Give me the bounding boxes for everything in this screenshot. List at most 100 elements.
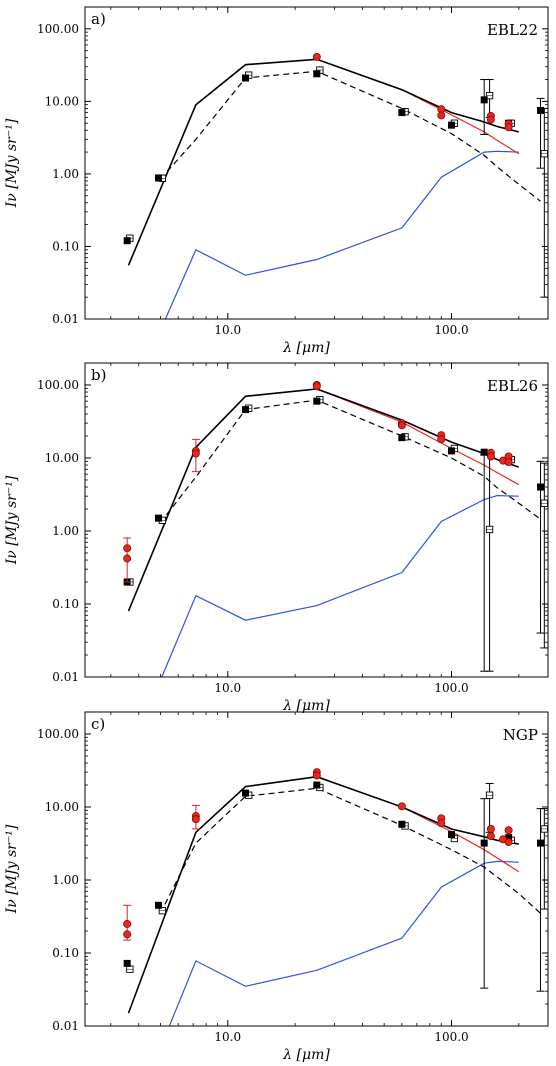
axes-frame: [84, 711, 549, 1027]
observed-point: [398, 109, 406, 117]
observed-point: [154, 901, 162, 909]
plot-area: [123, 768, 548, 1026]
panel-label: c): [91, 715, 105, 733]
series-dashed-line: [159, 399, 541, 524]
red-point: [397, 421, 406, 430]
observed-point: [447, 447, 455, 455]
x-tick-label: 10.0: [214, 681, 241, 695]
red-point: [504, 826, 513, 835]
axes-frame: [84, 362, 549, 678]
red-point: [504, 838, 513, 847]
y-axis-label: Iν [MJy sr⁻¹]: [4, 475, 20, 565]
observed-point: [123, 959, 131, 967]
y-tick-label: 0.01: [52, 670, 79, 684]
panel-label: b): [91, 366, 106, 384]
series-component-blue-line: [161, 494, 519, 677]
series-total-line: [127, 388, 520, 612]
red-point: [123, 919, 132, 928]
panel-ngp: 0.01 0.10 1.00 10.00 100.00 10.0 100.0 c) NGP λ […: [4, 711, 549, 1063]
red-point: [397, 802, 406, 811]
y-tick-label: 1.00: [52, 524, 79, 538]
observed-point: [537, 483, 545, 491]
panel-label: a): [91, 10, 106, 28]
observed-point: [398, 820, 406, 828]
observed-point: [313, 781, 321, 789]
observed-point: [242, 789, 250, 797]
x-tick-label: 10.0: [214, 1030, 241, 1044]
axes-frame: [84, 6, 549, 320]
field-label: EBL22: [487, 21, 538, 39]
series-model-red-line: [316, 58, 520, 155]
series-dashed-line: [159, 787, 541, 914]
y-tick-label: 1.00: [52, 873, 79, 887]
observed-point: [154, 174, 162, 182]
y-tick-label: 0.10: [52, 239, 79, 253]
red-point: [191, 449, 200, 458]
y-tick-label: 100.00: [37, 727, 79, 741]
panel-ebl26: 0.01 0.10 1.00 10.00 100.00 10.0 100.0 b) EBL26 λ…: [4, 362, 549, 714]
observed-point: [242, 406, 250, 414]
field-label: NGP: [503, 726, 538, 744]
y-axis-label: Iν [MJy sr⁻¹]: [4, 118, 20, 208]
observed-point: [154, 514, 162, 522]
y-tick-label: 0.01: [52, 1019, 79, 1033]
red-point: [437, 435, 446, 444]
red-point: [191, 815, 200, 824]
plot-area: [123, 381, 548, 677]
y-tick-label: 100.00: [37, 22, 79, 36]
field-label: EBL26: [487, 377, 538, 395]
red-point: [123, 930, 132, 939]
y-tick-label: 0.01: [52, 312, 79, 326]
observed-point: [480, 839, 488, 847]
observed-point: [480, 448, 488, 456]
red-point: [312, 52, 321, 61]
series-component-blue-line: [164, 150, 519, 319]
observed-point: [480, 96, 488, 104]
x-tick-label: 100.0: [434, 323, 468, 337]
series-total-line: [127, 58, 519, 266]
observed-point: [242, 74, 250, 82]
series-component-blue-line: [168, 860, 519, 1026]
observed-point: [123, 237, 131, 245]
x-axis-label: λ [μm]: [282, 698, 330, 714]
y-tick-label: 1.00: [52, 167, 79, 181]
observed-point: [447, 121, 455, 129]
y-tick-label: 10.00: [45, 800, 79, 814]
y-tick-label: 0.10: [52, 597, 79, 611]
red-point: [486, 832, 495, 840]
y-tick-label: 0.10: [52, 946, 79, 960]
observed-point: [537, 839, 545, 847]
series-model-red-line: [316, 776, 520, 873]
red-point: [504, 458, 513, 466]
observed-point: [447, 830, 455, 838]
red-point: [486, 825, 495, 833]
red-point: [312, 382, 321, 391]
x-tick-label: 100.0: [434, 1030, 468, 1044]
x-axis-label: λ [μm]: [282, 1047, 330, 1063]
red-point: [312, 771, 321, 780]
red-point: [437, 819, 446, 828]
red-point: [504, 123, 513, 132]
panel-ebl22: 0.01 0.10 1.00 10.00 100.00 10.0 100.0 a) EBL22 λ…: [4, 6, 549, 356]
y-tick-label: 10.00: [45, 451, 79, 465]
series-model-red-line: [316, 388, 520, 486]
y-axis-label: Iν [MJy sr⁻¹]: [4, 824, 20, 914]
observed-point: [313, 70, 321, 78]
x-axis-label: λ [μm]: [282, 340, 330, 356]
x-tick-label: 10.0: [214, 323, 241, 337]
observed-point: [537, 106, 545, 114]
red-point: [123, 554, 132, 563]
red-point: [437, 111, 446, 120]
y-tick-label: 10.00: [45, 94, 79, 108]
x-tick-label: 100.0: [434, 681, 468, 695]
y-tick-label: 100.00: [37, 378, 79, 392]
series-dashed-line: [159, 70, 541, 202]
plot-area: [123, 52, 548, 319]
red-point: [486, 115, 495, 124]
observed-point: [313, 397, 321, 405]
red-point: [486, 452, 495, 461]
observed-point: [505, 834, 513, 842]
series-total-line: [127, 775, 519, 1014]
observed-point: [398, 434, 406, 442]
